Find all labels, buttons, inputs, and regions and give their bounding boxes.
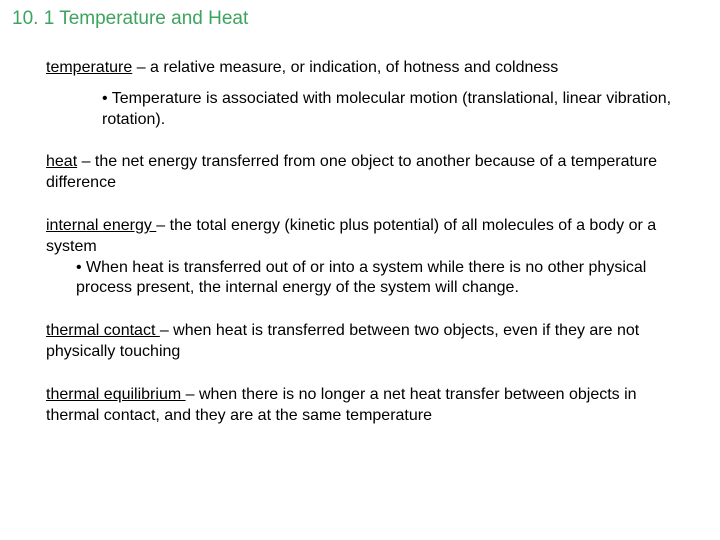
def-heat: heat – the net energy transferred from o… <box>46 152 680 194</box>
term-internal-energy: internal energy <box>46 217 156 234</box>
term-thermal-equilibrium: thermal equilibrium <box>46 386 186 403</box>
def-temperature: temperature – a relative measure, or ind… <box>46 58 680 79</box>
term-heat: heat <box>46 153 77 170</box>
slide-page: 10. 1 Temperature and Heat temperature –… <box>0 0 720 540</box>
section-heading: 10. 1 Temperature and Heat <box>12 8 708 30</box>
def-thermal-contact: thermal contact – when heat is transferr… <box>46 321 680 363</box>
def-thermal-equilibrium: thermal equilibrium – when there is no l… <box>46 385 680 427</box>
content-area: temperature – a relative measure, or ind… <box>12 58 708 426</box>
term-thermal-contact: thermal contact <box>46 322 160 339</box>
def-temperature-text: – a relative measure, or indication, of … <box>132 59 558 76</box>
bullet-internal-energy: • When heat is transferred out of or int… <box>46 258 680 300</box>
bullet-temperature: • Temperature is associated with molecul… <box>46 89 680 131</box>
term-temperature: temperature <box>46 59 132 76</box>
def-internal-energy-block: internal energy – the total energy (kine… <box>46 216 680 299</box>
def-heat-text: – the net energy transferred from one ob… <box>46 153 657 191</box>
